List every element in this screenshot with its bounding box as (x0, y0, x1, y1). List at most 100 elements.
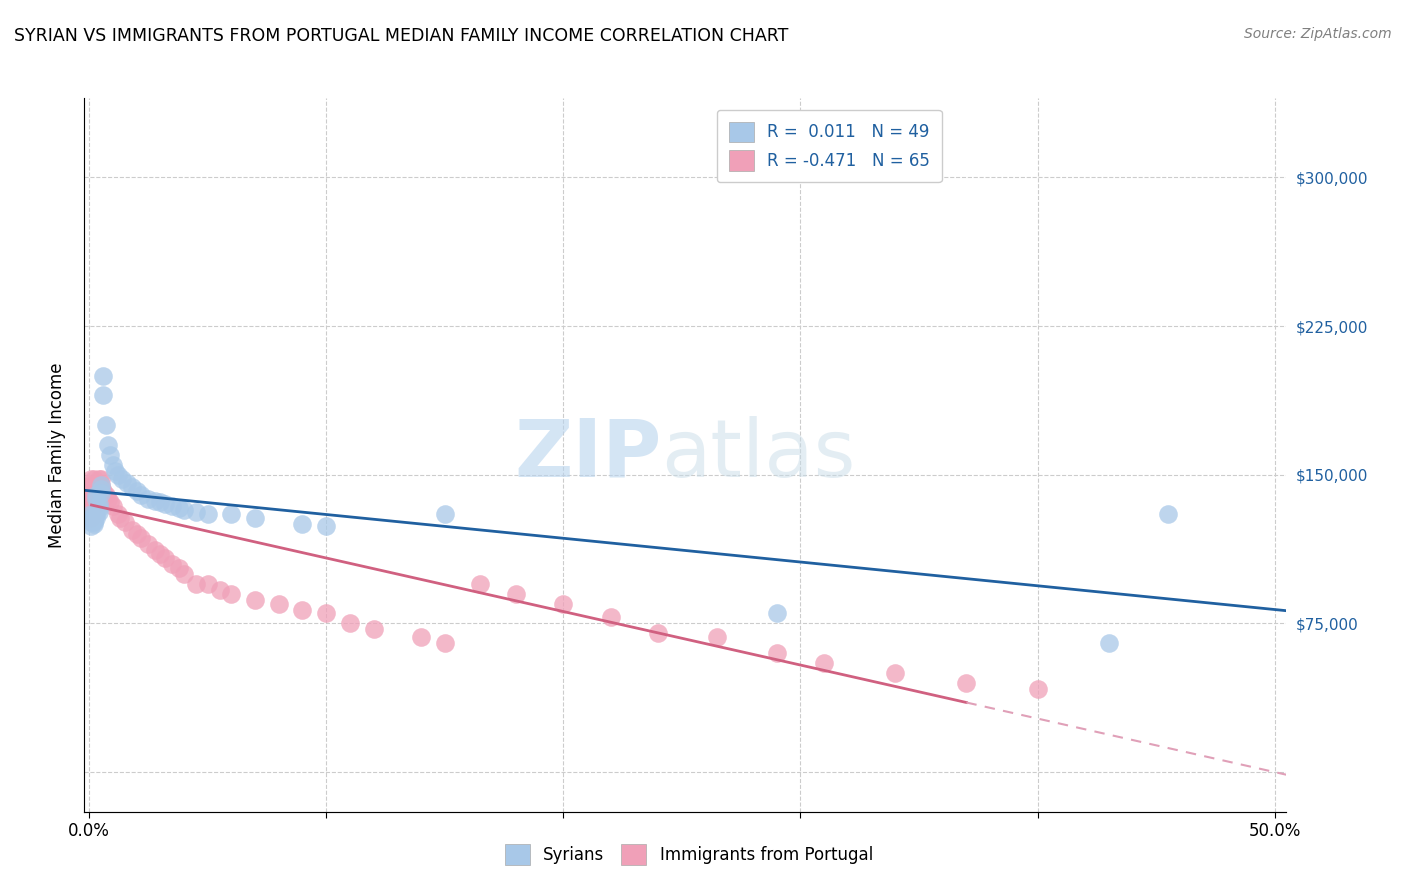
Point (101, 500, 124, 514)
Point (84, 491, 107, 506)
Point (87, 498, 110, 512)
Point (114, 516, 136, 530)
Point (291, 602, 314, 616)
Point (339, 616, 361, 631)
Point (184, 505, 207, 519)
Point (1157, 508, 1180, 522)
Point (87, 501, 110, 516)
Point (111, 472, 134, 486)
Point (100, 448, 122, 462)
Point (1026, 681, 1049, 696)
Point (80, 487, 103, 501)
Point (107, 508, 129, 522)
Point (173, 566, 195, 581)
Point (80, 472, 103, 486)
Point (184, 576, 207, 591)
Point (955, 676, 977, 690)
Point (94, 487, 117, 501)
Point (433, 508, 456, 522)
Point (97, 491, 120, 506)
Point (84, 498, 107, 512)
Text: ZIP: ZIP (515, 416, 661, 494)
Point (121, 523, 143, 537)
Point (197, 508, 219, 522)
Point (90, 487, 112, 501)
Point (90, 472, 112, 486)
Point (104, 464, 127, 478)
Point (91, 388, 114, 402)
Point (153, 551, 176, 566)
Point (108, 511, 131, 525)
Point (149, 495, 172, 509)
Point (87, 505, 110, 519)
Point (87, 482, 110, 496)
Point (505, 587, 527, 601)
Point (94, 418, 117, 433)
Point (80, 477, 103, 491)
Point (267, 597, 290, 611)
Point (84, 511, 107, 525)
Point (160, 500, 183, 514)
Point (80, 519, 103, 533)
Point (363, 623, 385, 637)
Point (83, 482, 105, 496)
Point (83, 477, 105, 491)
Point (145, 543, 167, 558)
Point (315, 519, 337, 533)
Legend: R =  0.011   N = 49, R = -0.471   N = 65: R = 0.011 N = 49, R = -0.471 N = 65 (717, 110, 942, 182)
Point (83, 517, 105, 532)
Point (291, 517, 314, 532)
Point (221, 587, 243, 601)
Point (90, 482, 112, 496)
Point (90, 477, 112, 491)
Text: atlas: atlas (661, 416, 856, 494)
Point (83, 472, 105, 486)
Point (315, 607, 337, 621)
Text: Source: ZipAtlas.com: Source: ZipAtlas.com (1244, 27, 1392, 41)
Point (83, 516, 105, 530)
Point (91, 483, 114, 498)
Point (149, 547, 172, 561)
Point (160, 557, 183, 571)
Point (87, 491, 110, 506)
Point (80, 511, 103, 525)
Point (84, 508, 107, 522)
Point (87, 472, 110, 486)
Point (115, 475, 138, 490)
Point (90, 485, 112, 500)
Point (706, 630, 728, 644)
Point (80, 511, 103, 525)
Point (167, 561, 190, 575)
Text: SYRIAN VS IMMIGRANTS FROM PORTUGAL MEDIAN FAMILY INCOME CORRELATION CHART: SYRIAN VS IMMIGRANTS FROM PORTUGAL MEDIA… (14, 27, 789, 45)
Point (80, 508, 103, 522)
Point (145, 493, 167, 508)
Point (553, 597, 575, 611)
Point (83, 487, 105, 501)
Point (80, 503, 103, 517)
Point (121, 480, 143, 494)
Point (409, 630, 432, 644)
Point (84, 487, 107, 501)
Point (87, 477, 110, 491)
Point (167, 501, 190, 516)
Point (84, 487, 107, 501)
Point (173, 503, 195, 517)
Point (84, 477, 107, 491)
Point (208, 582, 231, 597)
Point (100, 495, 122, 509)
Point (138, 491, 160, 506)
Point (153, 498, 176, 512)
Legend: Syrians, Immigrants from Portugal: Syrians, Immigrants from Portugal (495, 834, 883, 875)
Point (647, 626, 669, 640)
Point (765, 607, 787, 621)
Point (84, 483, 107, 498)
Point (84, 491, 107, 506)
Point (125, 483, 148, 498)
Point (765, 646, 787, 660)
Point (107, 467, 129, 482)
Y-axis label: Median Family Income: Median Family Income (48, 362, 66, 548)
Point (80, 516, 103, 530)
Point (83, 511, 105, 525)
Point (80, 491, 103, 506)
Point (90, 477, 112, 491)
